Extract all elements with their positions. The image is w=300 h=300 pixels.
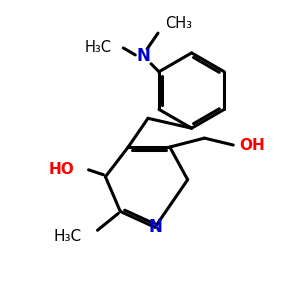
Text: H₃C: H₃C bbox=[85, 40, 112, 56]
Text: H₃C: H₃C bbox=[53, 229, 82, 244]
Text: CH₃: CH₃ bbox=[165, 16, 192, 31]
Text: N: N bbox=[148, 218, 162, 236]
Text: OH: OH bbox=[239, 137, 265, 152]
Text: HO: HO bbox=[49, 162, 75, 177]
Text: N: N bbox=[136, 47, 150, 65]
